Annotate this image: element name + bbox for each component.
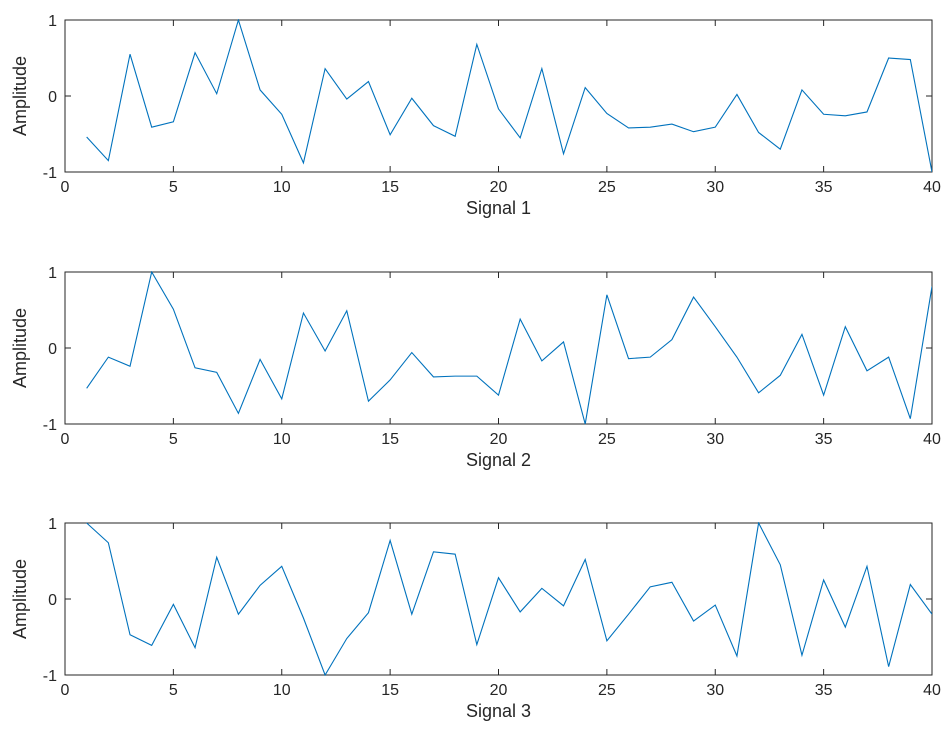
- x-tick-label: 35: [815, 179, 833, 196]
- x-tick-label: 35: [815, 682, 833, 699]
- y-tick-label: 1: [48, 516, 57, 533]
- series-line-1: [87, 523, 932, 675]
- x-tick-label: 5: [169, 431, 178, 448]
- y-tick-label: 1: [48, 265, 57, 282]
- y-axis-label: Amplitude: [10, 56, 30, 136]
- x-tick-label: 40: [923, 682, 941, 699]
- x-tick-label: 25: [598, 682, 616, 699]
- x-tick-label: 35: [815, 431, 833, 448]
- x-tick-label: 0: [61, 179, 70, 196]
- x-axis-label: Signal 2: [466, 450, 531, 470]
- y-tick-label: -1: [43, 165, 57, 182]
- x-tick-label: 0: [61, 682, 70, 699]
- x-tick-label: 30: [706, 179, 724, 196]
- y-axis-label: Amplitude: [10, 308, 30, 388]
- x-tick-label: 5: [169, 682, 178, 699]
- x-tick-label: 15: [381, 682, 399, 699]
- x-tick-label: 10: [273, 431, 291, 448]
- x-tick-label: 30: [706, 682, 724, 699]
- x-tick-label: 20: [490, 682, 508, 699]
- x-tick-label: 15: [381, 179, 399, 196]
- x-tick-label: 20: [490, 179, 508, 196]
- y-axis-label: Amplitude: [10, 559, 30, 639]
- axes-box: [65, 272, 932, 424]
- axes-box: [65, 20, 932, 172]
- x-axis-label: Signal 3: [466, 701, 531, 721]
- y-tick-label: 1: [48, 13, 57, 30]
- x-tick-label: 30: [706, 431, 724, 448]
- y-tick-label: 0: [48, 341, 57, 358]
- y-tick-label: 0: [48, 592, 57, 609]
- x-tick-label: 25: [598, 431, 616, 448]
- x-tick-label: 40: [923, 431, 941, 448]
- x-tick-label: 10: [273, 682, 291, 699]
- x-tick-label: 0: [61, 431, 70, 448]
- x-tick-label: 20: [490, 431, 508, 448]
- x-axis-label: Signal 1: [466, 198, 531, 218]
- x-tick-label: 10: [273, 179, 291, 196]
- x-tick-label: 5: [169, 179, 178, 196]
- y-tick-label: 0: [48, 89, 57, 106]
- x-tick-label: 15: [381, 431, 399, 448]
- series-line-1: [87, 20, 932, 172]
- series-line-1: [87, 272, 932, 424]
- x-tick-label: 40: [923, 179, 941, 196]
- y-tick-label: -1: [43, 668, 57, 685]
- x-tick-label: 25: [598, 179, 616, 196]
- y-tick-label: -1: [43, 417, 57, 434]
- axes-box: [65, 523, 932, 675]
